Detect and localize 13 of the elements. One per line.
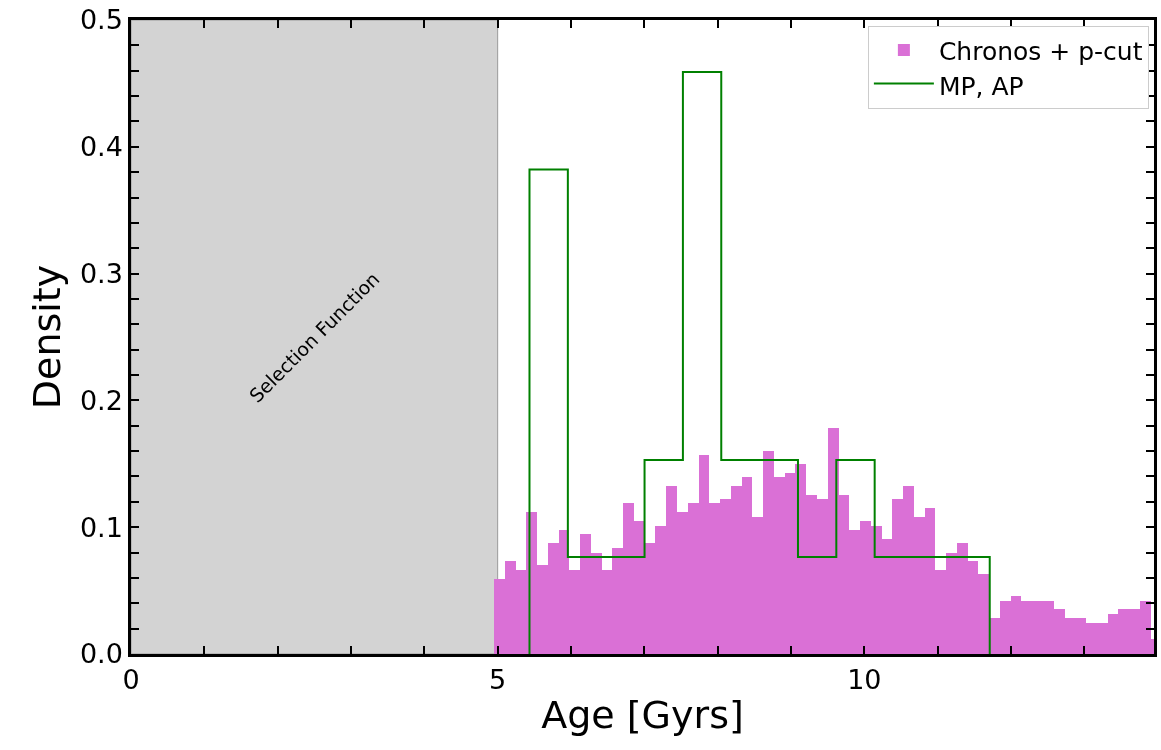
legend-label: MP, AP [938,72,1024,102]
legend-label: Chronos + p-cut [938,36,1143,66]
y-axis-title: Density [25,264,70,410]
y-tick-label: 0.1 [79,511,123,543]
x-axis-title: Age [Gyrs] [541,693,744,738]
x-tick-label: 10 [847,664,882,696]
x-tick-label: 5 [489,664,507,696]
y-tick-label: 0.4 [79,131,123,163]
y-tick-label: 0.3 [79,258,123,290]
y-tick-label: 0.2 [79,384,123,416]
x-tick-label: 0 [122,664,140,696]
y-tick-label: 0.5 [79,4,123,36]
y-tick-label: 0.0 [79,638,123,670]
